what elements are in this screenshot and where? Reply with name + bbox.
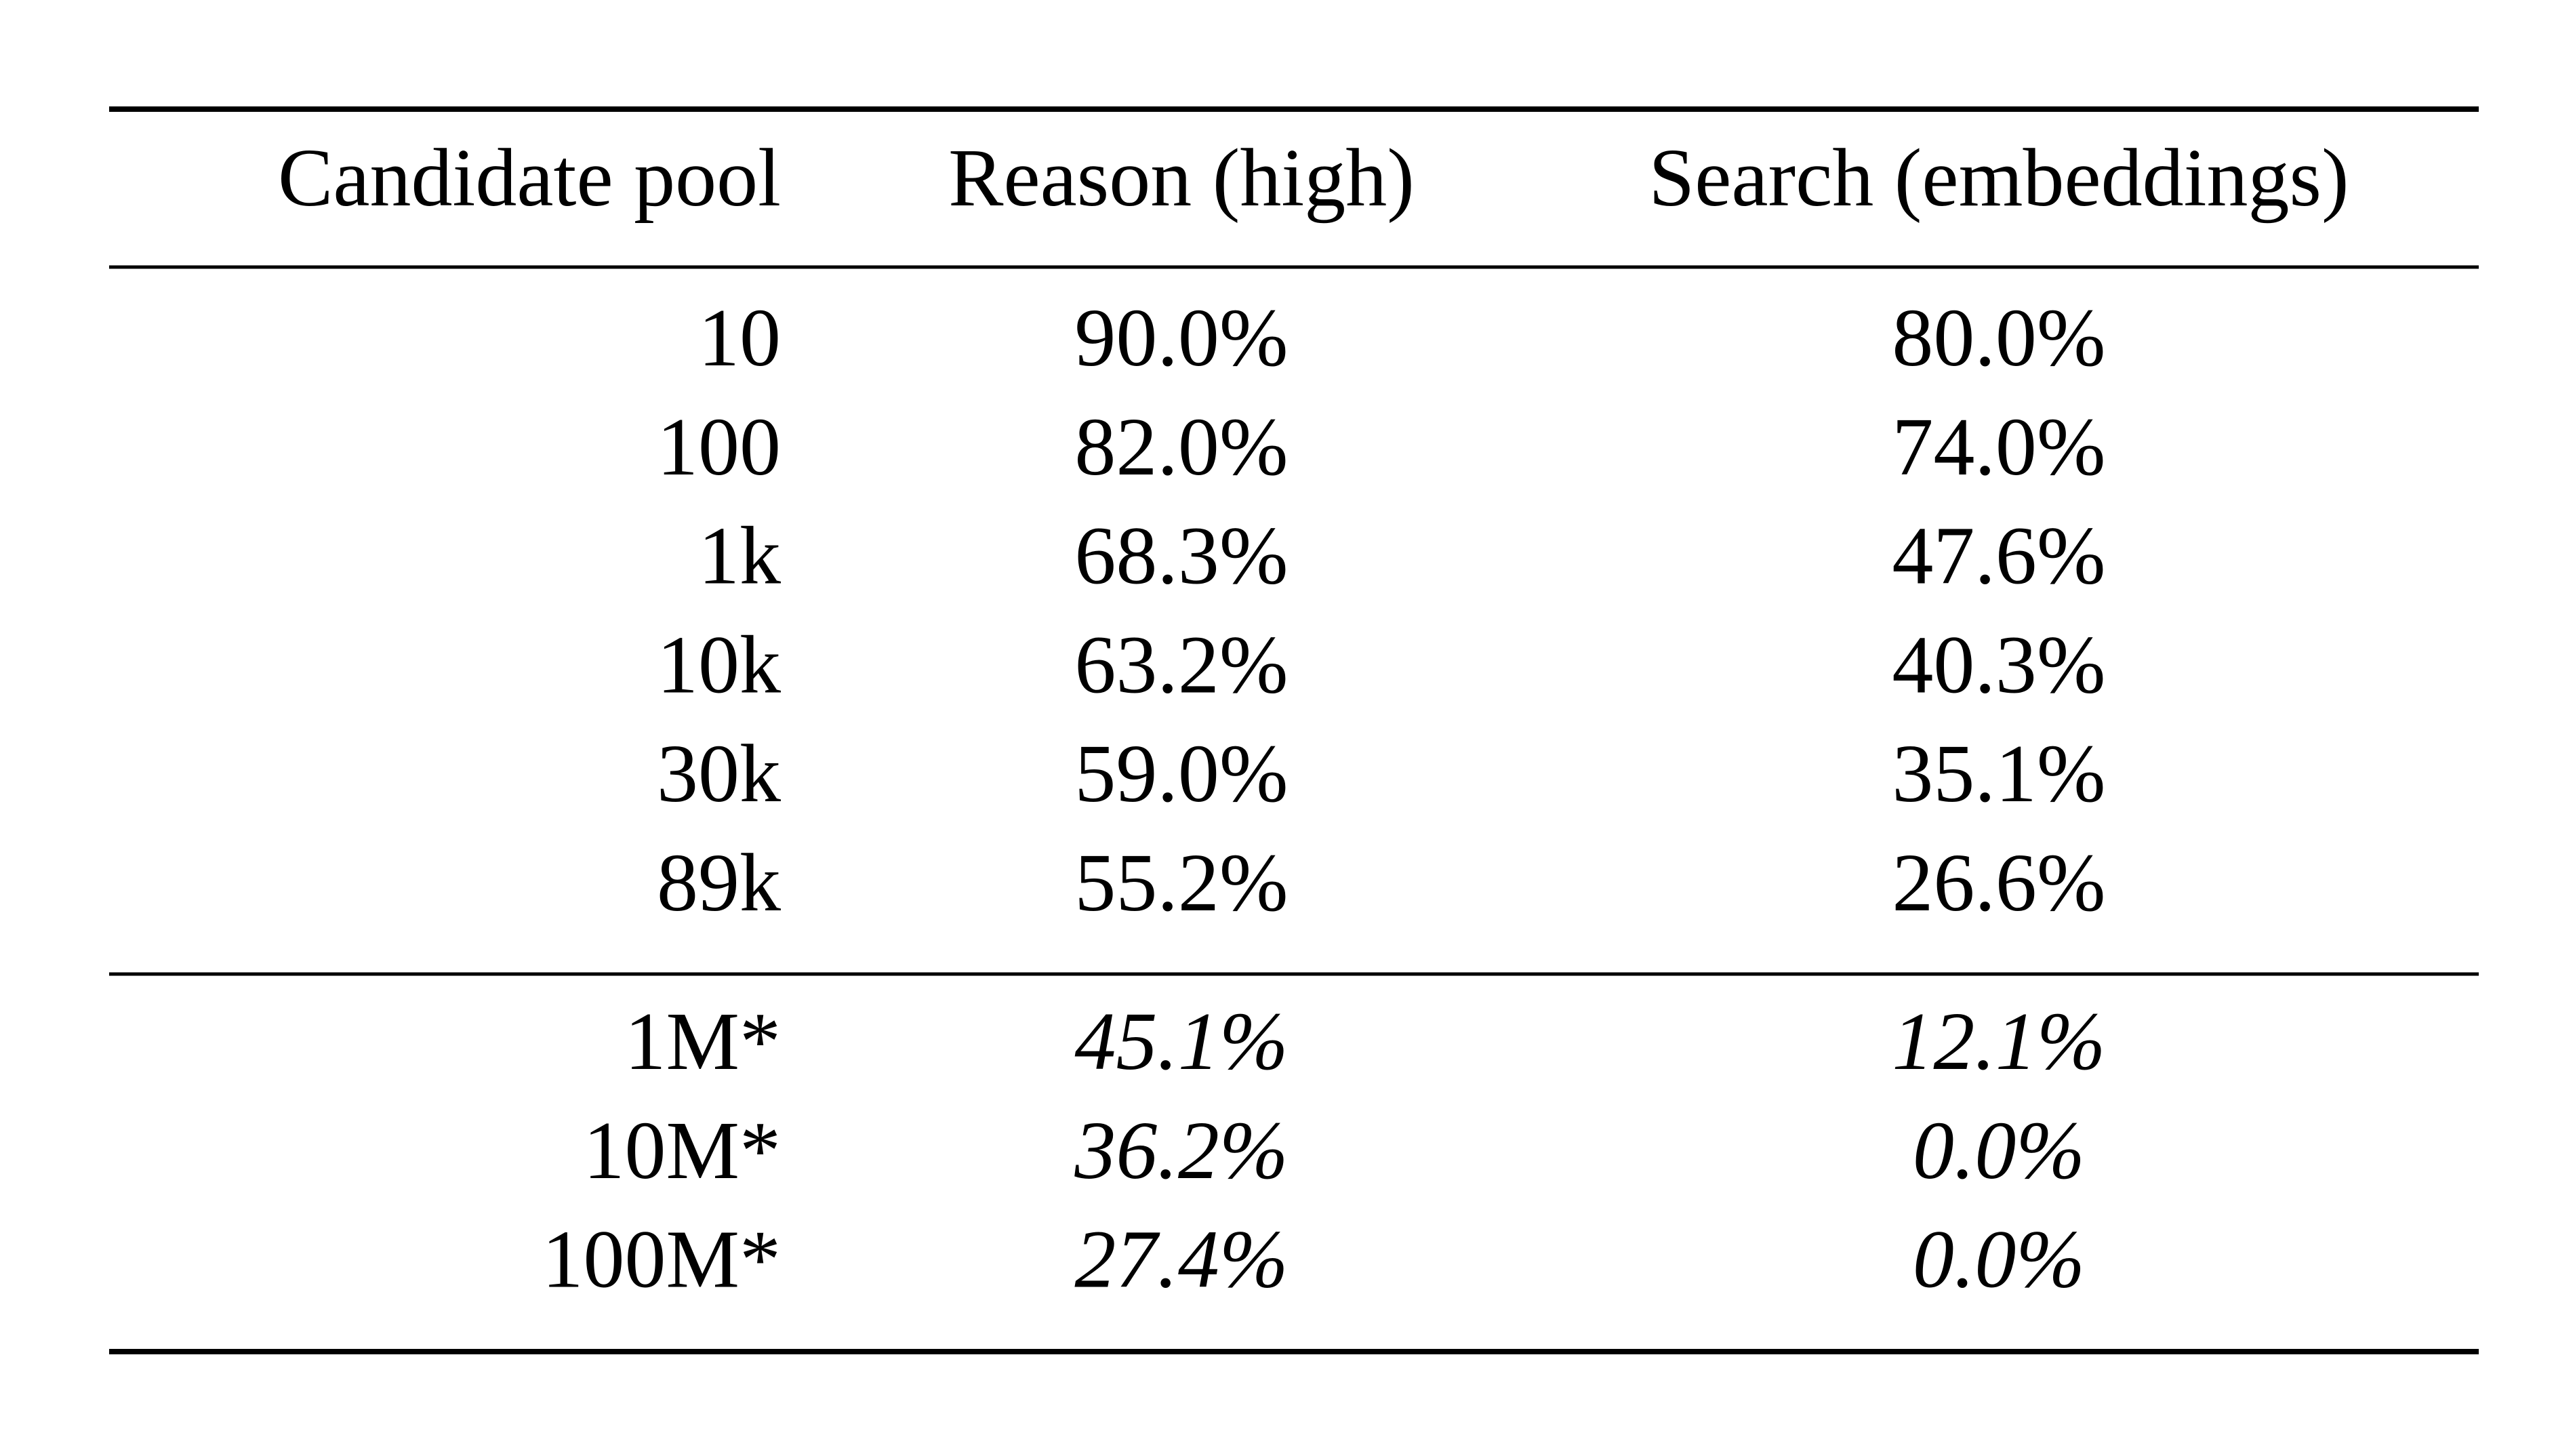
header-cell: Candidate pool <box>278 132 781 224</box>
cell: 63.2% <box>1074 619 1288 710</box>
cell: 47.6% <box>1892 510 2105 602</box>
cell: 68.3% <box>1074 510 1288 602</box>
cell: 59.0% <box>1074 728 1288 820</box>
row-label: 10 <box>698 292 781 384</box>
header-cell: Reason (high) <box>948 132 1415 224</box>
cell: 35.1% <box>1892 728 2105 820</box>
cell: 45.1% <box>1074 996 1288 1087</box>
cell: 26.6% <box>1892 837 2105 929</box>
row-label: 10M* <box>584 1105 781 1196</box>
cell: 12.1% <box>1892 996 2105 1087</box>
row-label: 1k <box>698 510 781 602</box>
row-label: 1M* <box>625 996 781 1087</box>
cell: 36.2% <box>1074 1105 1288 1196</box>
cell: 82.0% <box>1074 401 1288 493</box>
row-label: 30k <box>657 728 781 820</box>
cell: 90.0% <box>1074 292 1288 384</box>
row-label: 89k <box>657 837 781 929</box>
cell: 55.2% <box>1074 837 1288 929</box>
row-label: 10k <box>657 619 781 710</box>
row-label: 100 <box>657 401 781 493</box>
cell: 0.0% <box>1913 1214 2085 1306</box>
cell: 27.4% <box>1074 1214 1288 1306</box>
header-cell: Search (embeddings) <box>1648 132 2349 224</box>
cell: 40.3% <box>1892 619 2105 710</box>
row-label: 100M* <box>542 1214 781 1306</box>
cell: 80.0% <box>1892 292 2105 384</box>
cell: 74.0% <box>1892 401 2105 493</box>
cell: 0.0% <box>1913 1105 2085 1196</box>
